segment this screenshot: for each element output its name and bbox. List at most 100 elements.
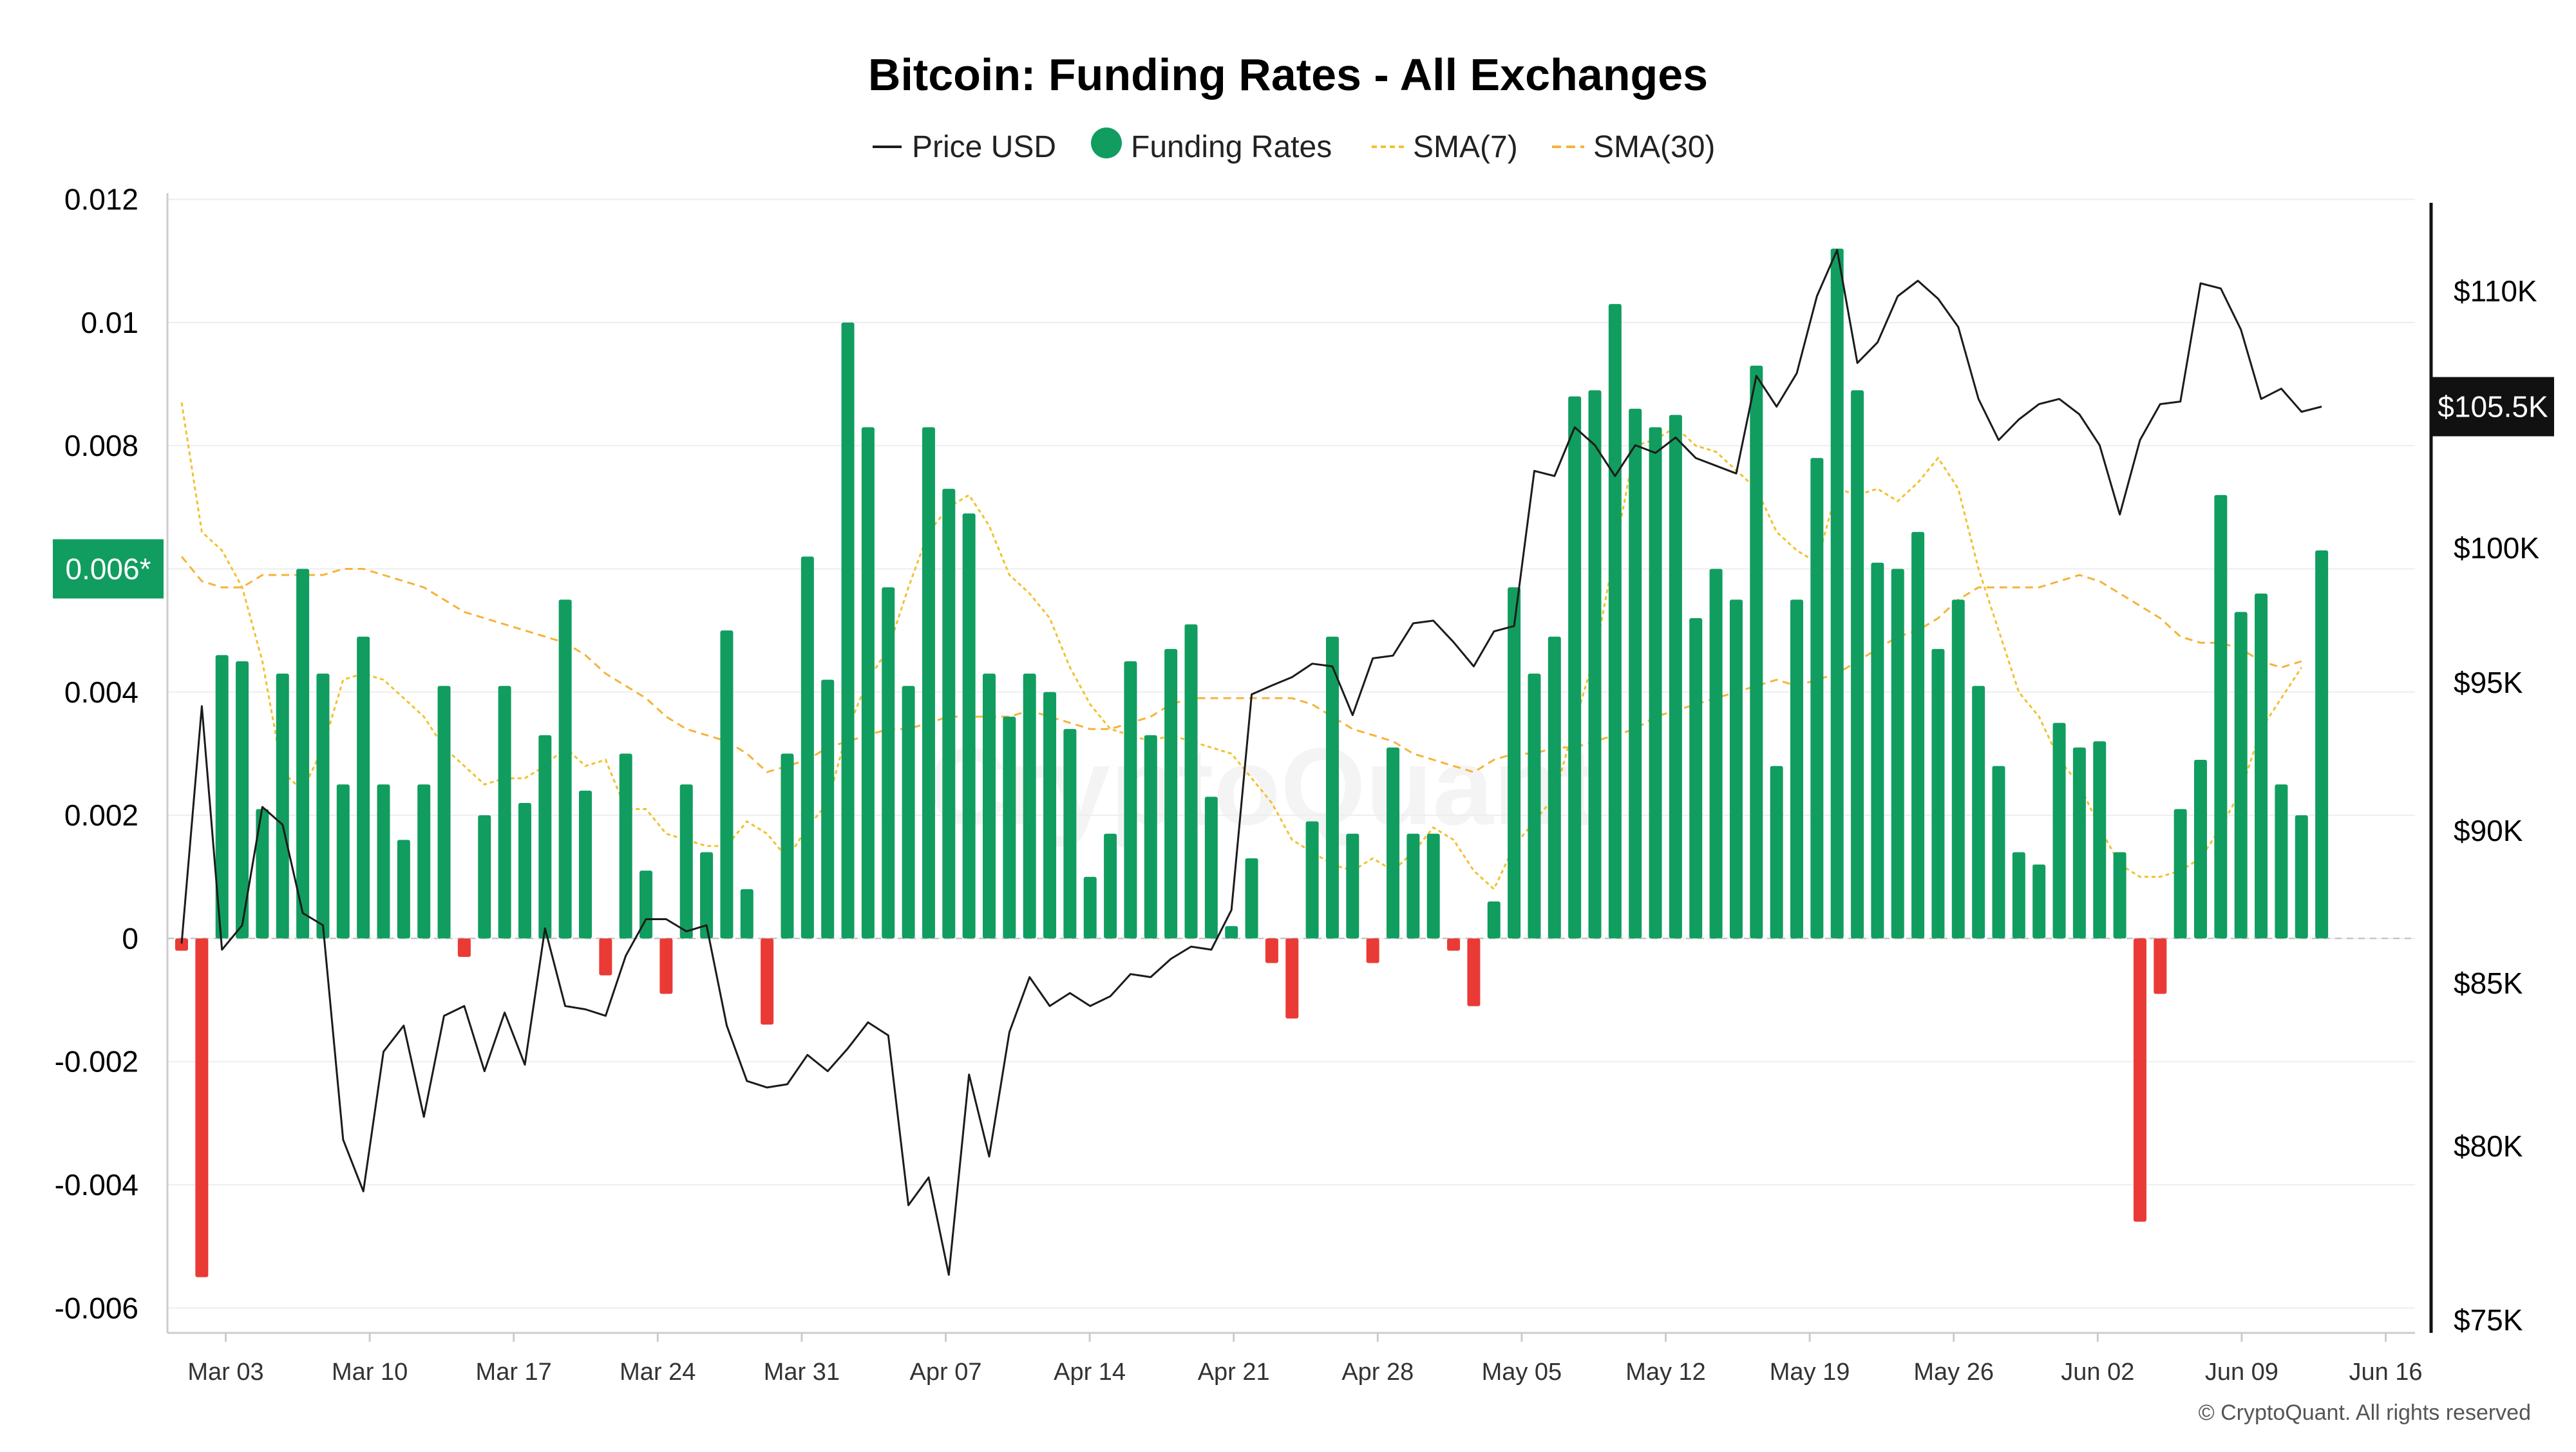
funding-bar[interactable]: [1830, 249, 1844, 939]
funding-bar[interactable]: [1689, 618, 1703, 939]
funding-bar[interactable]: [2315, 550, 2329, 939]
funding-bar[interactable]: [518, 802, 531, 939]
funding-bar[interactable]: [1911, 532, 1925, 939]
funding-bar[interactable]: [256, 809, 269, 939]
funding-bar[interactable]: [1528, 674, 1541, 939]
funding-bar[interactable]: [2093, 741, 2107, 939]
funding-bar[interactable]: [1225, 926, 1238, 939]
funding-bar[interactable]: [377, 784, 390, 939]
funding-bar[interactable]: [761, 938, 774, 1025]
funding-bar[interactable]: [599, 938, 612, 976]
funding-bar[interactable]: [2174, 809, 2187, 939]
funding-bar[interactable]: [1104, 833, 1117, 939]
funding-bar[interactable]: [1245, 858, 1258, 939]
funding-bar[interactable]: [175, 938, 188, 951]
funding-bar[interactable]: [215, 655, 229, 939]
legend-item-sma7[interactable]: SMA(7): [1372, 130, 1518, 164]
funding-bar[interactable]: [639, 871, 653, 939]
funding-bar[interactable]: [2214, 495, 2228, 939]
funding-bar[interactable]: [1325, 636, 1339, 939]
funding-bar[interactable]: [700, 852, 714, 939]
funding-bar[interactable]: [861, 427, 875, 939]
funding-bar[interactable]: [1043, 692, 1057, 939]
funding-bar[interactable]: [2072, 747, 2086, 939]
legend-item-sma30[interactable]: SMA(30): [1552, 130, 1715, 164]
funding-bar[interactable]: [1568, 396, 1582, 939]
funding-bar[interactable]: [1508, 587, 1521, 939]
funding-bar[interactable]: [1144, 735, 1157, 939]
funding-bar[interactable]: [1447, 938, 1461, 951]
funding-bar[interactable]: [1548, 636, 1561, 939]
funding-bar[interactable]: [1709, 569, 1723, 939]
legend-item-price[interactable]: Price USD: [873, 130, 1056, 164]
funding-bar[interactable]: [2113, 852, 2126, 939]
funding-bar[interactable]: [538, 735, 552, 939]
funding-bar[interactable]: [841, 322, 855, 939]
funding-bar[interactable]: [2255, 593, 2268, 939]
funding-bar[interactable]: [498, 686, 511, 939]
funding-bar[interactable]: [1931, 648, 1945, 939]
funding-bar[interactable]: [800, 556, 814, 939]
funding-bar[interactable]: [1972, 686, 1985, 939]
funding-bar[interactable]: [478, 815, 491, 939]
funding-bar[interactable]: [679, 784, 693, 939]
funding-bar[interactable]: [1810, 458, 1824, 939]
funding-bar[interactable]: [962, 513, 976, 939]
funding-bar[interactable]: [1305, 821, 1319, 939]
funding-bar[interactable]: [2275, 784, 2288, 939]
funding-bar[interactable]: [740, 889, 753, 939]
funding-bar[interactable]: [1387, 747, 1399, 939]
funding-bar[interactable]: [720, 630, 734, 939]
funding-bar[interactable]: [1426, 833, 1440, 939]
funding-bar[interactable]: [1851, 390, 1864, 939]
funding-bar[interactable]: [821, 679, 835, 939]
funding-bar[interactable]: [1770, 766, 1783, 939]
funding-bar[interactable]: [781, 753, 794, 939]
funding-bar[interactable]: [1629, 408, 1642, 939]
funding-bar[interactable]: [1406, 833, 1420, 939]
funding-bar[interactable]: [983, 674, 996, 939]
funding-bar[interactable]: [1164, 648, 1178, 939]
funding-bar[interactable]: [1669, 415, 1682, 939]
funding-bar[interactable]: [1467, 938, 1481, 1006]
funding-bar[interactable]: [1487, 901, 1501, 939]
funding-bar[interactable]: [659, 938, 673, 994]
funding-bar[interactable]: [1366, 938, 1379, 963]
funding-bar[interactable]: [1891, 569, 1904, 939]
funding-bar[interactable]: [2133, 938, 2146, 1222]
funding-bar[interactable]: [1649, 427, 1662, 939]
funding-bar[interactable]: [1992, 766, 2005, 939]
funding-bar[interactable]: [1184, 624, 1198, 939]
funding-bar[interactable]: [2194, 760, 2207, 939]
funding-bar[interactable]: [457, 938, 471, 957]
funding-bar[interactable]: [1265, 938, 1278, 963]
funding-bar[interactable]: [1023, 674, 1036, 939]
funding-bar[interactable]: [1588, 390, 1602, 939]
funding-bar[interactable]: [558, 599, 572, 939]
funding-bar[interactable]: [619, 753, 632, 939]
funding-bar[interactable]: [942, 489, 956, 939]
funding-bar[interactable]: [1204, 797, 1218, 939]
funding-bar[interactable]: [1083, 876, 1097, 939]
funding-bar[interactable]: [2012, 852, 2025, 939]
funding-bar[interactable]: [296, 569, 310, 939]
funding-bar[interactable]: [336, 784, 350, 939]
funding-bar[interactable]: [2052, 722, 2066, 939]
funding-bar[interactable]: [1951, 599, 1965, 939]
funding-bar[interactable]: [1750, 365, 1763, 939]
funding-bar[interactable]: [2154, 938, 2167, 994]
funding-bar[interactable]: [2295, 815, 2308, 939]
funding-bar[interactable]: [882, 587, 895, 939]
funding-bar[interactable]: [397, 840, 410, 939]
funding-bar[interactable]: [1871, 562, 1884, 939]
legend-item-funding[interactable]: Funding Rates: [1091, 127, 1332, 164]
funding-bar[interactable]: [437, 686, 451, 939]
funding-bar[interactable]: [579, 790, 592, 939]
funding-bar[interactable]: [922, 427, 935, 939]
funding-bar[interactable]: [195, 938, 209, 1278]
funding-bar[interactable]: [902, 686, 915, 939]
funding-bar[interactable]: [316, 674, 330, 939]
funding-bar[interactable]: [1003, 717, 1016, 939]
funding-bar[interactable]: [1063, 729, 1077, 939]
funding-bar[interactable]: [236, 661, 249, 939]
